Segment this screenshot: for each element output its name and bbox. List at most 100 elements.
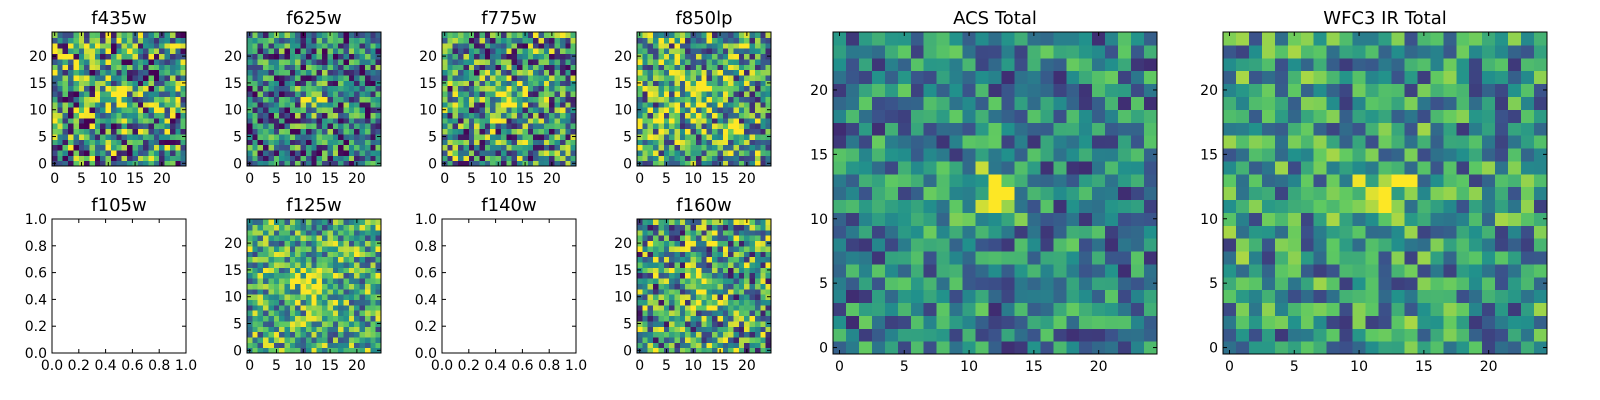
heatmap-cell bbox=[153, 58, 160, 65]
heatmap-cell bbox=[1300, 341, 1315, 355]
heatmap-cell bbox=[663, 336, 670, 343]
heatmap-cell bbox=[375, 342, 382, 349]
heatmap-cell bbox=[370, 331, 377, 338]
heatmap-cell bbox=[1027, 32, 1041, 46]
heatmap-cell bbox=[263, 326, 270, 333]
heatmap-cell bbox=[375, 128, 382, 135]
heatmap-cell bbox=[936, 212, 951, 226]
heatmap-cell bbox=[1235, 225, 1250, 239]
heatmap-cell bbox=[653, 294, 660, 300]
heatmap-cell bbox=[143, 53, 150, 60]
heatmap-cell bbox=[452, 112, 459, 119]
heatmap-cell bbox=[669, 74, 676, 81]
heatmap-cell bbox=[311, 315, 318, 322]
heatmap-cell bbox=[744, 267, 751, 274]
heatmap-cell bbox=[685, 53, 692, 60]
heatmap-cell bbox=[1014, 32, 1028, 46]
heatmap-cell bbox=[527, 74, 534, 81]
heatmap-cell bbox=[988, 341, 1003, 355]
heatmap-cell bbox=[273, 69, 280, 76]
heatmap-cell bbox=[549, 85, 556, 92]
heatmap-cell bbox=[679, 144, 686, 151]
heatmap-cell bbox=[712, 229, 718, 236]
heatmap-cell bbox=[554, 139, 561, 146]
heatmap-cell bbox=[975, 173, 990, 188]
heatmap-cell bbox=[279, 123, 286, 130]
heatmap-cell bbox=[180, 139, 187, 146]
heatmap-cell bbox=[949, 32, 964, 46]
heatmap-cell bbox=[338, 48, 345, 55]
heatmap-cell bbox=[169, 117, 176, 124]
heatmap-cell bbox=[642, 256, 649, 263]
panel-title: ACS Total bbox=[953, 8, 1037, 29]
heatmap-cell bbox=[1066, 263, 1080, 278]
heatmap-cell bbox=[500, 64, 507, 71]
heatmap-cell bbox=[338, 342, 345, 349]
heatmap-cell bbox=[116, 74, 123, 81]
heatmap-cell bbox=[1053, 186, 1067, 201]
heatmap-cell bbox=[749, 101, 756, 108]
heatmap-cell bbox=[733, 74, 740, 81]
heatmap-cell bbox=[490, 112, 497, 119]
heatmap-cell bbox=[833, 32, 847, 46]
panel-title: f625w bbox=[286, 8, 341, 29]
heatmap-cell bbox=[279, 64, 286, 71]
heatmap-cell bbox=[284, 128, 291, 135]
heatmap-cell bbox=[332, 101, 339, 108]
heatmap-cell bbox=[1235, 263, 1250, 278]
heatmap-cell bbox=[695, 149, 702, 156]
heatmap-cell bbox=[717, 283, 724, 290]
heatmap-cell bbox=[760, 133, 767, 140]
heatmap-cell bbox=[354, 144, 361, 151]
heatmap-cell bbox=[1131, 328, 1145, 342]
heatmap-cell bbox=[305, 267, 312, 274]
heatmap-cell bbox=[159, 85, 166, 92]
heatmap-cell bbox=[289, 144, 296, 151]
heatmap-cell bbox=[100, 123, 107, 130]
heatmap-cell bbox=[701, 42, 708, 49]
heatmap-cell bbox=[169, 155, 176, 162]
heatmap-cell bbox=[690, 310, 697, 317]
heatmap-cell bbox=[949, 147, 964, 162]
heatmap-cell bbox=[1235, 289, 1250, 304]
heatmap-cell bbox=[871, 289, 886, 304]
heatmap-cell bbox=[468, 117, 475, 124]
heatmap-cell bbox=[305, 74, 312, 81]
heatmap-cell bbox=[354, 294, 361, 300]
heatmap-cell bbox=[754, 277, 761, 284]
heatmap-cell bbox=[1443, 328, 1457, 342]
heatmap-cell bbox=[962, 147, 977, 162]
heatmap-cell bbox=[543, 155, 550, 162]
heatmap-cell bbox=[463, 101, 470, 108]
heatmap-cell bbox=[316, 32, 323, 38]
heatmap-cell bbox=[669, 283, 676, 290]
heatmap-cell bbox=[268, 336, 275, 343]
heatmap-cell bbox=[1287, 328, 1302, 342]
heatmap-cell bbox=[78, 123, 85, 130]
heatmap-cell bbox=[458, 53, 465, 60]
heatmap-cell bbox=[442, 64, 448, 71]
heatmap-cell bbox=[728, 310, 735, 317]
heatmap-cell bbox=[370, 342, 377, 349]
heatmap-cell bbox=[674, 96, 681, 103]
heatmap-cell bbox=[132, 96, 139, 103]
heatmap-cell bbox=[62, 32, 69, 38]
heatmap-cell bbox=[127, 149, 133, 156]
heatmap-cell bbox=[52, 139, 58, 146]
heatmap-cell bbox=[279, 326, 286, 333]
heatmap-cell bbox=[744, 155, 751, 162]
heatmap-cell bbox=[674, 245, 681, 252]
heatmap-cell bbox=[1430, 302, 1444, 316]
heatmap-cell bbox=[962, 83, 977, 97]
heatmap-cell bbox=[949, 57, 964, 72]
heatmap-cell bbox=[754, 149, 761, 156]
heatmap-cell bbox=[658, 347, 665, 354]
heatmap-cell bbox=[354, 80, 361, 87]
heatmap-cell bbox=[1365, 328, 1380, 342]
heatmap-cell bbox=[663, 144, 670, 151]
heatmap-cell bbox=[305, 331, 312, 338]
heatmap-cell bbox=[343, 342, 350, 349]
heatmap-cell bbox=[305, 123, 312, 130]
heatmap-cell bbox=[284, 149, 291, 156]
heatmap-cell bbox=[252, 342, 259, 349]
